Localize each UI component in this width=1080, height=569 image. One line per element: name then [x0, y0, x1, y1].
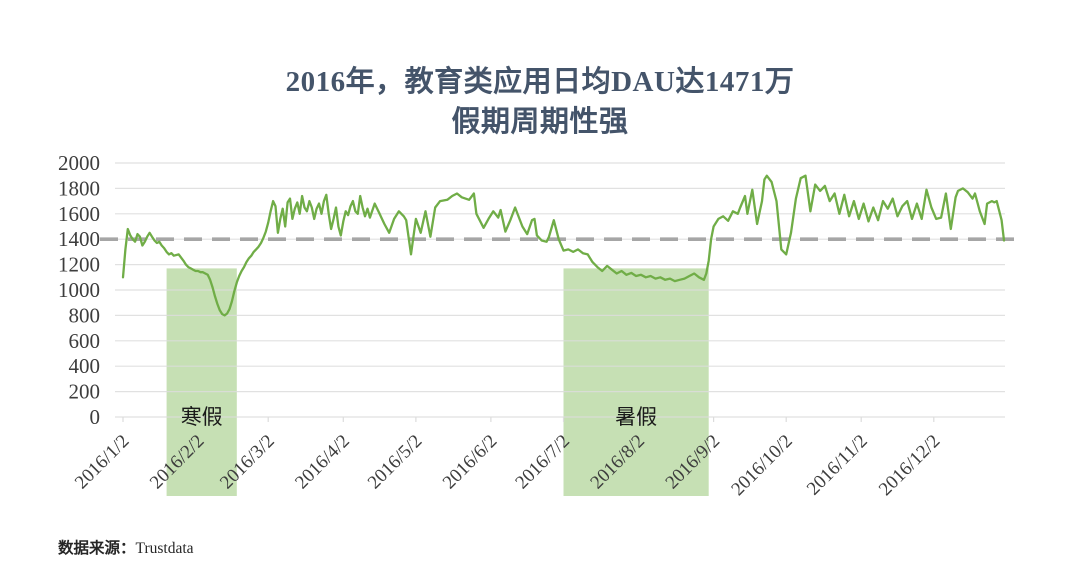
x-axis-label: 2016/4/2 — [291, 431, 354, 494]
y-axis-label: 2000 — [58, 151, 100, 175]
y-axis-label: 1000 — [58, 278, 100, 302]
data-source: 数据来源：Trustdata — [58, 536, 194, 558]
y-axis-label: 200 — [69, 380, 101, 404]
winter-vacation-region — [166, 268, 237, 496]
y-axis-label: 1200 — [58, 253, 100, 277]
winter-vacation-label: 寒假 — [181, 405, 223, 429]
x-axis-label: 2016/5/2 — [364, 431, 427, 494]
y-axis-label: 1600 — [58, 202, 100, 226]
chart-title-line1: 2016年，教育类应用日均DAU达1471万 — [285, 66, 795, 98]
y-axis-label: 400 — [69, 354, 101, 378]
data-source-name: Trustdata — [135, 540, 194, 557]
x-axis-label: 2016/12/2 — [875, 431, 944, 500]
x-axis-label: 2016/11/2 — [803, 431, 872, 500]
y-axis-label: 0 — [90, 405, 101, 429]
y-axis-label: 1800 — [58, 176, 100, 200]
y-axis-label: 1400 — [58, 227, 100, 251]
dau-series-line — [121, 174, 1006, 317]
chart-title: 2016年，教育类应用日均DAU达1471万 假期周期性强 — [0, 62, 1080, 142]
x-axis-label: 2016/1/2 — [71, 431, 134, 494]
chart-title-line2: 假期周期性强 — [451, 106, 629, 138]
y-axis-label: 600 — [69, 329, 101, 353]
summer-vacation-region — [563, 268, 709, 496]
data-source-label: 数据来源： — [58, 540, 136, 557]
summer-vacation-label: 暑假 — [615, 405, 657, 429]
y-axis-label: 800 — [69, 303, 101, 327]
x-axis-label: 2016/6/2 — [439, 431, 502, 494]
x-axis-label: 2016/10/2 — [727, 431, 796, 500]
